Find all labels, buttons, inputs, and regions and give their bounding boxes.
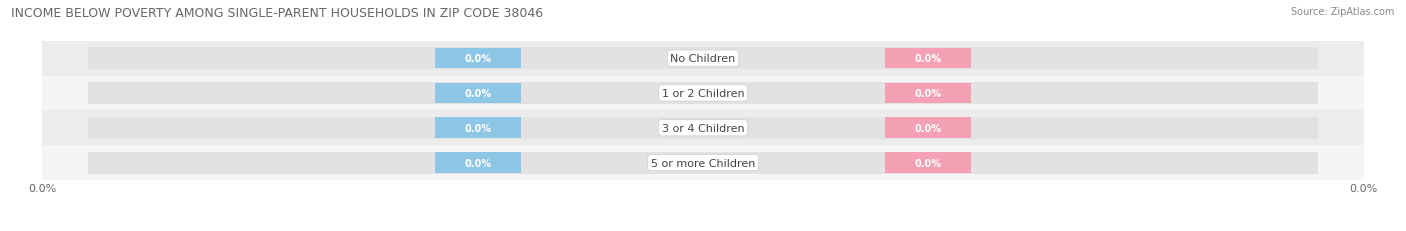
Text: 0.0%: 0.0% — [465, 88, 492, 99]
Text: No Children: No Children — [671, 54, 735, 64]
Bar — [42, 42, 1364, 76]
Bar — [884, 118, 970, 138]
Bar — [436, 49, 522, 69]
Text: 0.0%: 0.0% — [914, 88, 941, 99]
Bar — [436, 153, 522, 173]
Bar — [436, 83, 522, 104]
Bar — [89, 117, 1317, 139]
Text: 5 or more Children: 5 or more Children — [651, 158, 755, 168]
Bar — [42, 111, 1364, 146]
Text: 0.0%: 0.0% — [465, 123, 492, 133]
Text: 3 or 4 Children: 3 or 4 Children — [662, 123, 744, 133]
Bar — [89, 48, 1317, 70]
Bar — [884, 49, 970, 69]
Text: Source: ZipAtlas.com: Source: ZipAtlas.com — [1291, 7, 1395, 17]
Bar — [89, 152, 1317, 174]
Legend: Single Father, Single Mother: Single Father, Single Mother — [596, 228, 810, 231]
Text: 1 or 2 Children: 1 or 2 Children — [662, 88, 744, 99]
Bar — [884, 83, 970, 104]
Bar — [42, 146, 1364, 180]
Bar — [436, 118, 522, 138]
Text: 0.0%: 0.0% — [465, 54, 492, 64]
Text: INCOME BELOW POVERTY AMONG SINGLE-PARENT HOUSEHOLDS IN ZIP CODE 38046: INCOME BELOW POVERTY AMONG SINGLE-PARENT… — [11, 7, 543, 20]
Text: 0.0%: 0.0% — [914, 123, 941, 133]
Text: 0.0%: 0.0% — [465, 158, 492, 168]
Text: 0.0%: 0.0% — [914, 158, 941, 168]
Bar — [884, 153, 970, 173]
Text: 0.0%: 0.0% — [914, 54, 941, 64]
Bar — [42, 76, 1364, 111]
Bar — [89, 82, 1317, 105]
